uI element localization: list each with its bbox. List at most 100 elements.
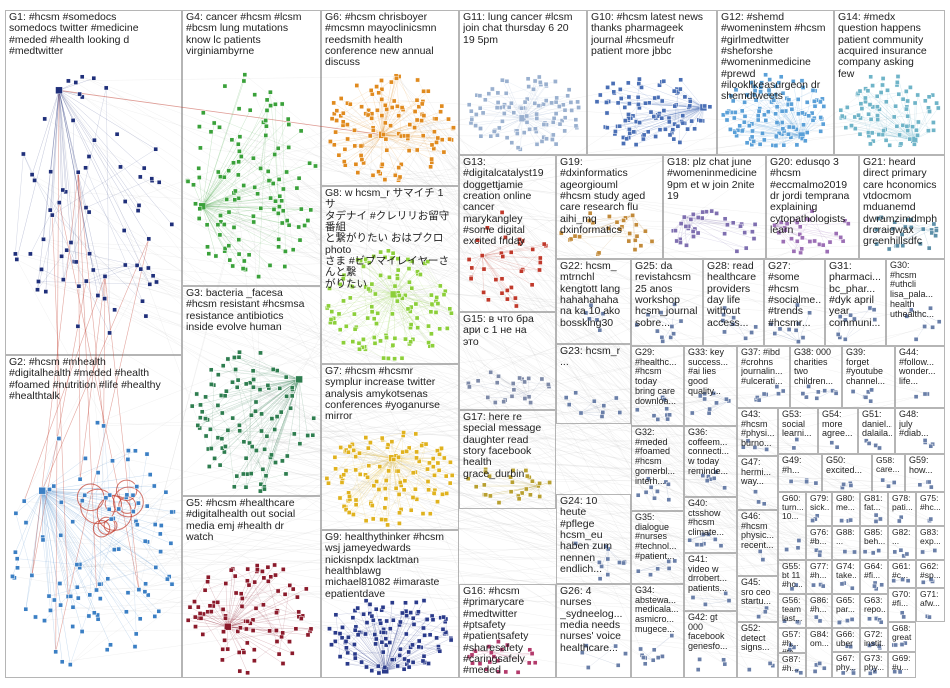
cluster-label: G17: here re special message daughter re… <box>463 412 542 480</box>
cluster-g67: G67: phy... <box>832 652 860 678</box>
cluster-label: G57: #h... #tc... <box>782 630 801 653</box>
cluster-g35: G35: dialogue #nurses #technol... #patie… <box>631 511 684 584</box>
cluster-label: G54: more agree... <box>822 410 853 439</box>
cluster-g1: G1: #hcsm #somedocs somedocs twitter #me… <box>5 10 182 355</box>
cluster-g50: G50: excited... <box>822 454 872 492</box>
cluster-label: G13: #digitalcatalyst19 doggettjamie cre… <box>463 157 544 248</box>
cluster-label: G87: #h... <box>782 655 801 674</box>
cluster-label: G56: team last... <box>782 596 803 624</box>
cluster-g17: G17: here re special message daughter re… <box>459 410 556 509</box>
cluster-g58: G58: care... <box>872 454 905 492</box>
cluster-g46: G46: #hcsm physic... recent... <box>737 510 778 576</box>
cluster-g74: G74: take... <box>832 560 860 594</box>
cluster-label: G38: 000 charities two children... <box>794 348 834 387</box>
cluster-label: G14: #medx question happens patient comm… <box>838 12 927 80</box>
cluster-g71: G71: afw... <box>916 588 945 622</box>
cluster-label: G83: exp... <box>920 528 941 547</box>
cluster-label: G73: phy... <box>864 654 885 673</box>
cluster-label: G49: #h... <box>782 456 802 475</box>
cluster-g30: G30: #hcsm #uthcli lisa_pala... health u… <box>886 259 945 346</box>
cluster-label: G88: ... <box>836 528 855 547</box>
cluster-label: G70: #fi... <box>892 590 911 609</box>
cluster-label: G35: dialogue #nurses #technol... #patie… <box>635 513 677 561</box>
cluster-g54: G54: more agree... <box>818 408 858 454</box>
cluster-label: G18: plz chat june #womeninmedicine 9pm … <box>667 157 757 202</box>
cluster-g12: G12: #shemd #womeninstem #hcsm #girlmedt… <box>717 10 834 155</box>
cluster-g34: G34: abstewa... medicala... asmicro... m… <box>631 584 684 678</box>
cluster-g56: G56: team last... <box>778 594 806 628</box>
cluster-label: G78: pati... <box>892 494 913 513</box>
cluster-g84: G84: om... <box>806 628 832 678</box>
cluster-g22: G22: hcsm_ mtrnchl kengtott lang hahahah… <box>556 259 631 344</box>
cluster-g76: G76: #b... <box>806 526 832 560</box>
cluster-label: G41: video w drrobert... patients... <box>688 555 728 594</box>
cluster-label: G3: bacteria _facesa #hcsm resistant #hc… <box>186 288 305 333</box>
cluster-label: G59: how... <box>909 456 933 475</box>
cluster-label: G65: par... <box>836 596 855 615</box>
cluster-g62: G62: #sp... <box>916 560 945 588</box>
cluster-label: G28: read healthcare providers day life … <box>707 261 757 329</box>
cluster-g86: G86: #h... <box>806 594 832 628</box>
cluster-label: G61: #c... <box>892 562 911 581</box>
cluster-g61: G61: #c... <box>888 560 916 588</box>
cluster-g5: G5: #hcsm #healthcare #digitalhealth out… <box>182 496 321 678</box>
cluster-label: G19: #dxinformatics ageorgiouml #hcsm st… <box>560 157 646 236</box>
cluster-label: G76: #b... <box>810 528 829 547</box>
cluster-label: G58: care... <box>876 456 900 475</box>
cluster-label: G47: hermi... way... <box>741 458 772 487</box>
cluster-label: G84: om... <box>810 630 829 649</box>
cluster-label: G32: #meded #foamed #hcsm gomerbl... int… <box>635 428 676 486</box>
cluster-label: G9: healthythinker #hcsm wsj jameyedward… <box>325 532 445 600</box>
cluster-label: G48: july #diab... <box>899 410 929 439</box>
cluster-g27: G27: #some #hcsm #socialme... #trends #h… <box>764 259 825 346</box>
cluster-label: G75: #hc... <box>920 494 941 513</box>
cluster-label: G71: afw... <box>920 590 940 609</box>
cluster-g37: G37: #ibd #crohns journalin... #ulcerati… <box>737 346 790 408</box>
cluster-g23: G23: hcsm_r ... <box>556 344 631 424</box>
cluster-g42: G42: gt 000 facebook genesfo... <box>684 611 737 678</box>
cluster-g10: G10: #hcsm latest news thanks pharmageek… <box>587 10 717 155</box>
cluster-g2: G2: #hcsm #mhealth #digitalhealth #meded… <box>5 355 182 678</box>
cluster-label: G8: w hcsm_r サマイチ 1 サ タデナイ #クレリリお留守番組 と繋… <box>325 188 450 290</box>
cluster-g41: G41: video w drrobert... patients... <box>684 553 737 611</box>
cluster-label: G85: beh... <box>864 528 885 547</box>
cluster-label: G16: #hcsm #primarycare #medtwitter #pts… <box>463 586 529 677</box>
cluster-g65: G65: par... <box>832 594 860 628</box>
cluster-label: G69: #u... <box>892 654 911 673</box>
cluster-label: G42: gt 000 facebook genesfo... <box>688 613 728 652</box>
cluster-g55: G55: bt 11 #hc... <box>778 560 806 594</box>
cluster-g32: G32: #meded #foamed #hcsm gomerbl... int… <box>631 426 684 511</box>
cluster-label: G20: edusqo 3 #hcsm #eccmalmo2019 dr jor… <box>770 157 850 236</box>
cluster-g53: G53: social learni... <box>778 408 818 454</box>
cluster-g87: G87: #h... <box>778 653 806 678</box>
cluster-label: G62: #sp... <box>920 562 941 581</box>
cluster-g75: G75: #hc... <box>916 492 945 526</box>
cluster-g49: G49: #h... <box>778 454 822 492</box>
cluster-g33: G33: key success... #ai lies good qualit… <box>684 346 737 426</box>
cluster-g88: G88: ... <box>832 526 860 560</box>
cluster-label: G72: instit... <box>864 630 885 649</box>
cluster-g18: G18: plz chat june #womeninmedicine 9pm … <box>663 155 766 259</box>
cluster-label: G31: pharmaci... bc_phar... #dyk april y… <box>829 261 881 329</box>
cluster-g73: G73: phy... <box>860 652 888 678</box>
cluster-label: G45: sro ceo startu... <box>741 578 772 607</box>
cluster-g72: G72: instit... <box>860 628 888 652</box>
cluster-g19: G19: #dxinformatics ageorgiouml #hcsm st… <box>556 155 663 259</box>
cluster-g59: G59: how... <box>905 454 945 492</box>
cluster-g52: G52: detect signs... <box>737 622 778 678</box>
cluster-label: G81: fat... <box>864 494 883 513</box>
cluster-label: G37: #ibd #crohns journalin... #ulcerati… <box>741 348 783 387</box>
cluster-g24: G24: 10 heute #pflege hcsm_eu haben zum … <box>556 494 631 584</box>
cluster-label: G30: #hcsm #uthcli lisa_pala... health u… <box>890 261 935 319</box>
cluster-label: G50: excited... <box>826 456 863 475</box>
cluster-g70: G70: #fi... <box>888 588 916 622</box>
cluster-label: G63: repo... <box>864 596 885 615</box>
cluster-label: G80: me... <box>836 494 855 513</box>
cluster-label: G52: detect signs... <box>741 624 770 653</box>
cluster-g57: G57: #h... #tc... <box>778 628 806 653</box>
cluster-label: G51: daniel... dalaila... <box>862 410 892 439</box>
cluster-label: G12: #shemd #womeninstem #hcsm #girlmedt… <box>721 12 826 103</box>
cluster-label: G2: #hcsm #mhealth #digitalhealth #meded… <box>9 357 161 402</box>
cluster-label: G53: social learni... <box>782 410 812 439</box>
